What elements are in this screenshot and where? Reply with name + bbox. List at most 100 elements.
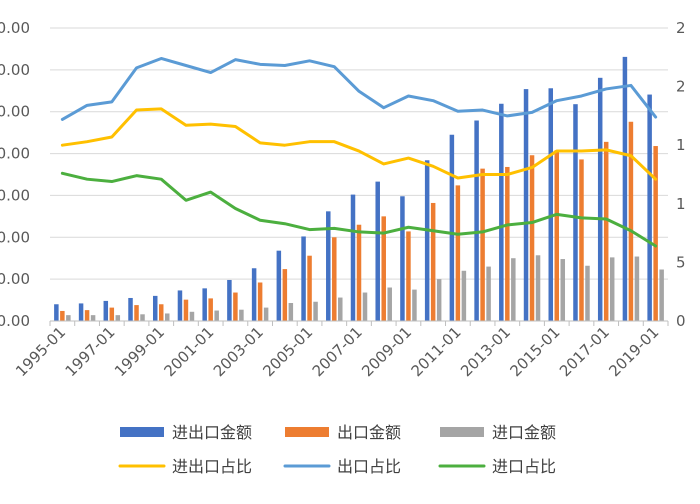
bar-2: [554, 150, 560, 321]
bar-1: [301, 236, 306, 321]
bar-3: [659, 269, 664, 321]
bar-1: [326, 211, 331, 321]
bar-2: [430, 202, 436, 321]
bar-3: [164, 313, 170, 321]
bar-2: [282, 269, 288, 321]
x-tick-label: 2019-01: [605, 323, 662, 380]
bar-3: [263, 307, 269, 321]
x-tick-label: 2009-01: [358, 323, 415, 380]
bar-1: [251, 268, 257, 321]
y-left-tick-label: 0.00: [0, 103, 30, 121]
bar-3: [436, 279, 442, 321]
x-tick-label: 2007-01: [309, 323, 366, 380]
bar-1: [449, 134, 455, 321]
bar-2: [603, 141, 609, 321]
bar-2: [356, 224, 362, 321]
bar-1: [597, 77, 603, 321]
line-series-1: [60, 107, 658, 181]
y-right-tick-label: 0: [676, 312, 686, 330]
bar-1: [78, 303, 84, 321]
bar-2: [60, 310, 65, 321]
bar-3: [461, 270, 467, 321]
bar-1: [499, 103, 504, 321]
bar-2: [455, 185, 461, 321]
bar-2: [208, 298, 213, 321]
bar-1: [276, 250, 282, 321]
bar-1: [177, 290, 183, 321]
y-right-tick-label: 1: [676, 136, 686, 154]
bar-3: [362, 292, 368, 321]
bar-3: [585, 265, 590, 321]
bar-2: [158, 304, 164, 321]
bar-1: [152, 295, 158, 321]
legend-label: 进口金额: [492, 423, 556, 442]
bar-3: [560, 259, 566, 321]
bar-1: [548, 88, 554, 321]
y-left-tick-label: 0.00: [0, 19, 30, 37]
y-left-tick-label: 0.00: [0, 61, 30, 79]
x-tick-label: 2003-01: [210, 323, 267, 380]
bar-2: [381, 216, 386, 321]
bar-2: [109, 307, 115, 321]
bar-3: [609, 257, 615, 321]
bar-2: [183, 299, 189, 321]
bar-1: [202, 288, 207, 321]
bar-1: [400, 196, 405, 321]
bar-3: [634, 256, 640, 321]
x-tick-label: 2005-01: [259, 323, 316, 380]
bar-2: [529, 155, 535, 321]
bar-3: [115, 315, 121, 321]
bar-2: [257, 282, 263, 321]
y-right-tick-label: 2: [676, 78, 686, 96]
bar-3: [486, 266, 491, 321]
x-tick-label: 2015-01: [507, 323, 564, 380]
bar-1: [474, 120, 479, 321]
bar-2: [332, 237, 337, 321]
line-series-2: [60, 56, 658, 121]
legend-label: 进出口金额: [172, 423, 252, 442]
bar-1: [523, 89, 529, 322]
bar-1: [375, 181, 380, 321]
x-tick-label: 1999-01: [111, 323, 168, 380]
bar-3: [313, 301, 318, 321]
legend-label: 出口占比: [337, 457, 401, 476]
legend-swatch-bar: [285, 427, 329, 437]
bar-2: [480, 168, 485, 321]
bar-1: [227, 279, 232, 321]
legend-label: 出口金额: [337, 423, 401, 442]
bar-2: [579, 159, 584, 321]
legend-swatch-bar: [440, 427, 484, 437]
bar-3: [189, 311, 195, 321]
bar-2: [653, 146, 658, 321]
y-left-tick-label: 0.00: [0, 145, 30, 163]
x-tick-label: 2001-01: [160, 323, 217, 380]
bar-1: [54, 304, 59, 321]
y-right-tick-label: 5: [676, 253, 686, 271]
x-tick-label: 2017-01: [556, 323, 613, 380]
y-right-tick-label: 2: [676, 19, 686, 37]
bar-2: [406, 231, 411, 321]
x-tick-label: 2011-01: [408, 323, 465, 380]
legend-label: 进口占比: [492, 457, 556, 476]
bar-3: [338, 297, 343, 321]
x-tick-label: 1995-01: [12, 323, 69, 380]
y-left-tick-label: 0.00: [0, 270, 30, 288]
bar-3: [90, 315, 96, 321]
bar-2: [307, 255, 312, 321]
bar-2: [84, 310, 90, 321]
bar-3: [412, 289, 417, 321]
bar-3: [66, 315, 71, 321]
bar-3: [140, 314, 145, 321]
bar-2: [505, 166, 510, 321]
legend-label: 进出口占比: [172, 457, 252, 476]
y-left-tick-label: 0.00: [0, 228, 30, 246]
bar-2: [233, 292, 238, 321]
bar-3: [239, 309, 244, 321]
legend-swatch-bar: [120, 427, 164, 437]
bar-1: [622, 56, 628, 321]
bar-series-layer: [54, 56, 664, 322]
line-series-layer: [60, 56, 658, 248]
